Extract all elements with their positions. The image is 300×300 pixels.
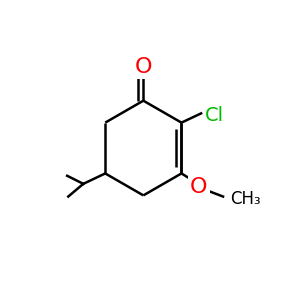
- Text: CH₃: CH₃: [230, 190, 261, 208]
- Text: O: O: [135, 57, 152, 77]
- Text: O: O: [190, 177, 208, 197]
- Text: Cl: Cl: [205, 106, 224, 125]
